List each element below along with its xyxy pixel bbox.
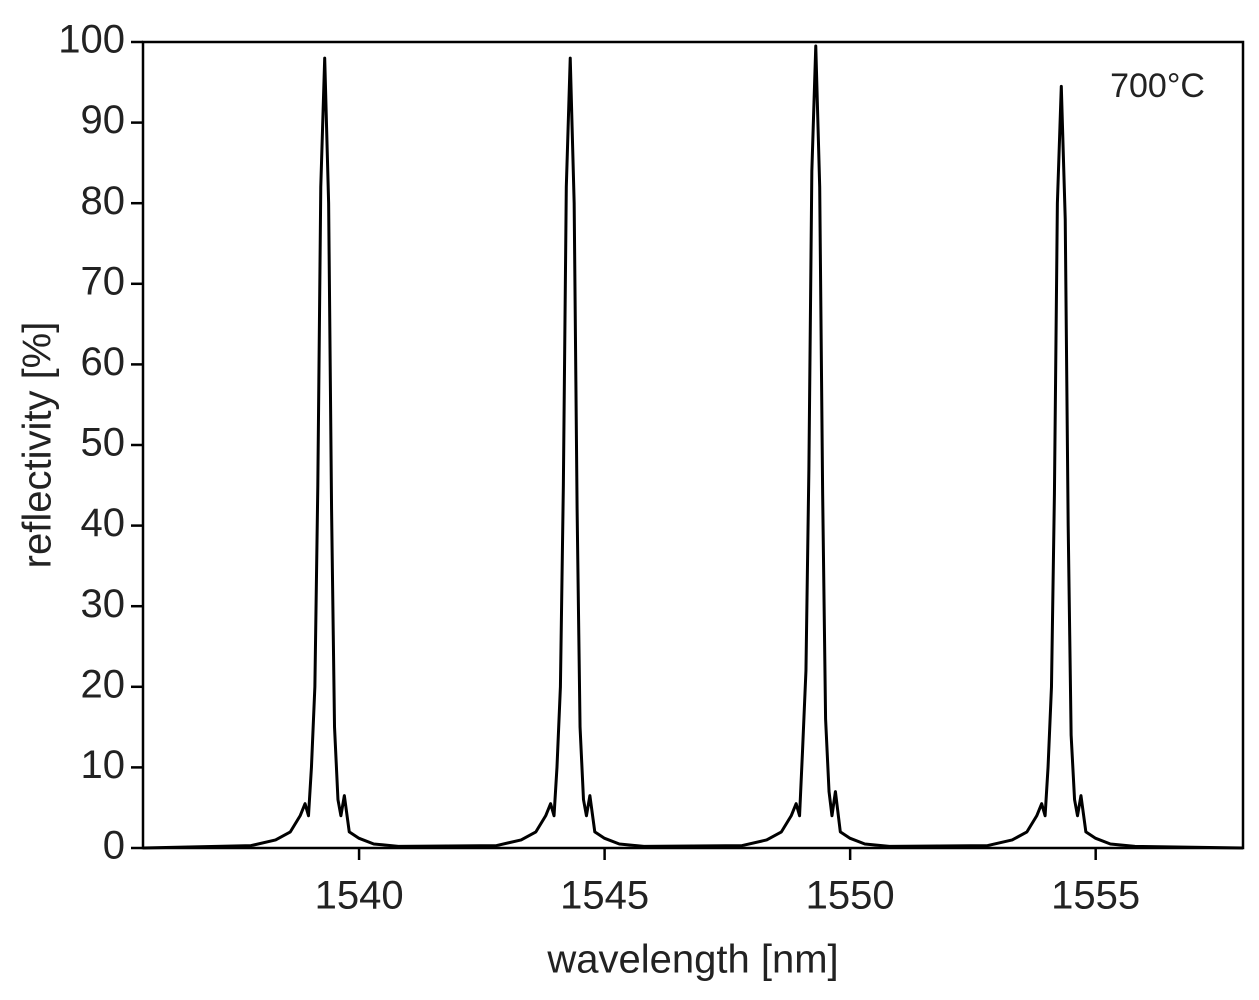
y-tick-label: 20 xyxy=(81,662,126,706)
y-tick-label: 80 xyxy=(81,179,126,223)
x-tick-label: 1545 xyxy=(560,874,649,918)
x-axis-label: wavelength [nm] xyxy=(546,938,838,982)
plot-frame xyxy=(141,40,1245,850)
y-axis-label: reflectivity [%] xyxy=(16,322,60,569)
data-line xyxy=(142,44,1244,850)
y-tick-label: 100 xyxy=(58,18,125,62)
annotation: 700°C xyxy=(1110,67,1205,105)
y-tick-label: 0 xyxy=(103,824,125,868)
y-tick-label: 30 xyxy=(81,582,126,626)
y-tick-label: 10 xyxy=(81,743,126,787)
y-tick-label: 70 xyxy=(81,259,126,303)
y-tick-label: 40 xyxy=(81,501,126,545)
x-tick-label: 1550 xyxy=(806,874,895,918)
x-tick-label: 1555 xyxy=(1051,874,1140,918)
y-tick-label: 60 xyxy=(81,340,126,384)
y-tick-label: 50 xyxy=(81,421,126,465)
x-tick-label: 1540 xyxy=(315,874,404,918)
y-tick-label: 90 xyxy=(81,98,126,142)
